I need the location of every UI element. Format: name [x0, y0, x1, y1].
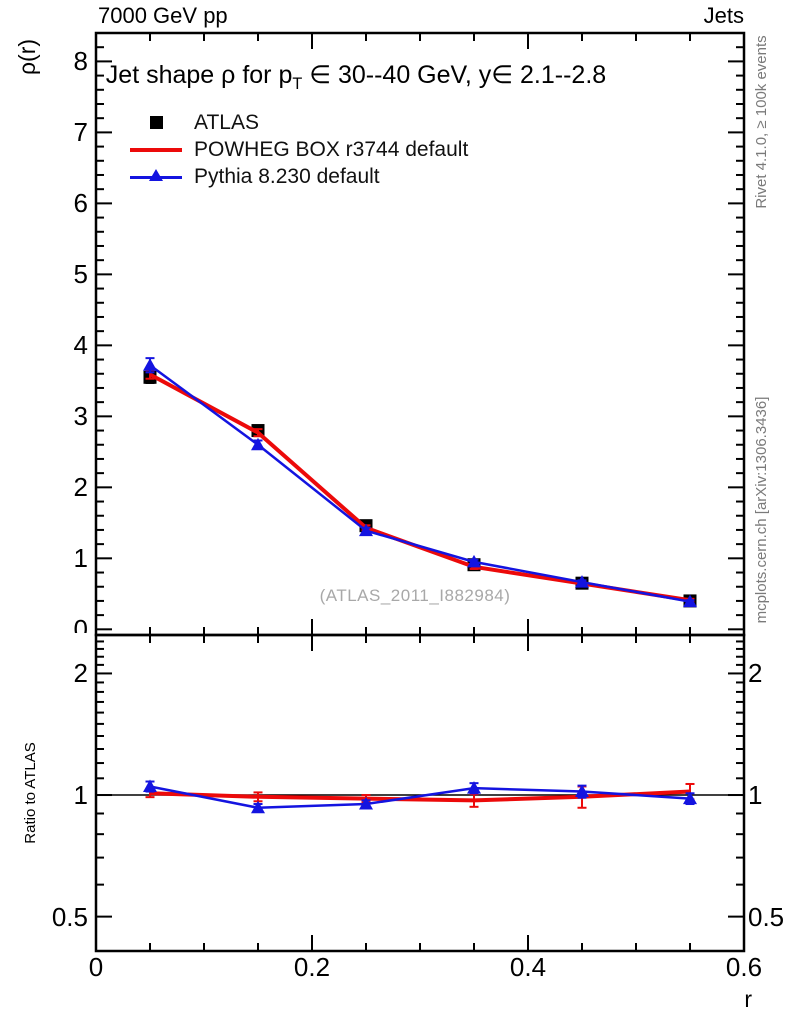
pythia-line-marker [126, 163, 186, 190]
plot-title: Jet shape ρ for pT ∈ 30--40 GeV, y∈ 2.1-… [76, 60, 636, 94]
ratio-series-triangle-marker [143, 779, 157, 792]
main-y-tick-label: 4 [73, 330, 88, 361]
x-tick-label: 0 [88, 952, 104, 982]
legend-label-powheg: POWHEG BOX r3744 default [194, 137, 469, 161]
legend-row-powheg: POWHEG BOX r3744 default [126, 136, 468, 163]
main-y-tick-label: 3 [73, 401, 88, 432]
main-series-triangle-marker [359, 523, 373, 537]
x-tick-label: 0.2 [293, 952, 331, 982]
x-axis-title: r [744, 986, 752, 1012]
main-series-triangle-marker [251, 437, 265, 451]
legend-label-pythia: Pythia 8.230 default [194, 164, 380, 188]
ratio-series-line [149, 789, 691, 803]
powheg-line-marker [126, 136, 186, 163]
main-y-tick-label: 5 [73, 259, 88, 290]
blue-triangle-icon [149, 169, 163, 181]
main-series-line [149, 372, 691, 603]
main-series-triangle-marker [467, 554, 481, 568]
plot-title-subscript: T [292, 75, 303, 93]
main-series-triangle-marker [575, 575, 589, 588]
main-y-tick-label: 2 [73, 472, 88, 503]
ratio-y-tick-label-left: 0.5 [51, 901, 88, 932]
plot-title-text-end: ∈ 30--40 GeV, y∈ 2.1--2.8 [302, 61, 607, 89]
x-tick-label: 0.6 [725, 952, 763, 982]
black-square-icon [150, 116, 163, 129]
red-line-icon [130, 148, 182, 152]
ratio-y-tick-label-right: 2 [748, 658, 763, 689]
legend: ATLAS POWHEG BOX r3744 default Pythia 8.… [126, 109, 468, 190]
ratio-y-tick-label-left: 1 [73, 780, 88, 811]
main-y-tick-label: 1 [73, 543, 88, 574]
main-y-tick-label: 6 [73, 188, 88, 219]
x-tick-label: 0.4 [509, 952, 547, 982]
ratio-series-line [149, 785, 691, 810]
analysis-id-watermark: (ATLAS_2011_I882984) [319, 586, 511, 605]
beam-info-label: 7000 GeV pp [98, 3, 228, 28]
ratio-y-tick-label-left: 2 [73, 658, 88, 689]
atlas-square-marker [126, 109, 186, 136]
main-series-triangle-marker [683, 594, 697, 608]
main-y-tick-label: 0 [73, 614, 88, 633]
main-y-tick-labels: 0 1 2 3 4 5 6 7 8 [0, 0, 88, 633]
ratio-series-triangle-marker [575, 784, 589, 798]
ratio-series-triangle-marker [359, 797, 373, 810]
ratio-y-tick-label-right: 0.5 [748, 901, 785, 932]
legend-row-pythia: Pythia 8.230 default [126, 163, 468, 190]
main-series-triangle-marker [143, 358, 157, 371]
ratio-series-triangle-marker [683, 791, 697, 805]
main-series-line [149, 364, 691, 603]
legend-label-atlas: ATLAS [194, 110, 259, 134]
plot-title-text: Jet shape ρ for p [105, 61, 293, 89]
legend-row-atlas: ATLAS [126, 109, 468, 136]
ratio-series-triangle-marker [251, 800, 265, 814]
analysis-type-label: Jets [703, 3, 744, 28]
main-y-tick-label: 8 [73, 46, 88, 77]
ratio-y-tick-label-right: 1 [748, 780, 763, 811]
ratio-series-triangle-marker [467, 781, 481, 794]
rivet-version-note: Rivet 4.1.0, ≥ 100k events [753, 35, 770, 209]
main-y-tick-label: 7 [73, 117, 88, 148]
mcplots-attribution-note: mcplots.cern.ch [arXiv:1306.3436] [753, 396, 770, 624]
